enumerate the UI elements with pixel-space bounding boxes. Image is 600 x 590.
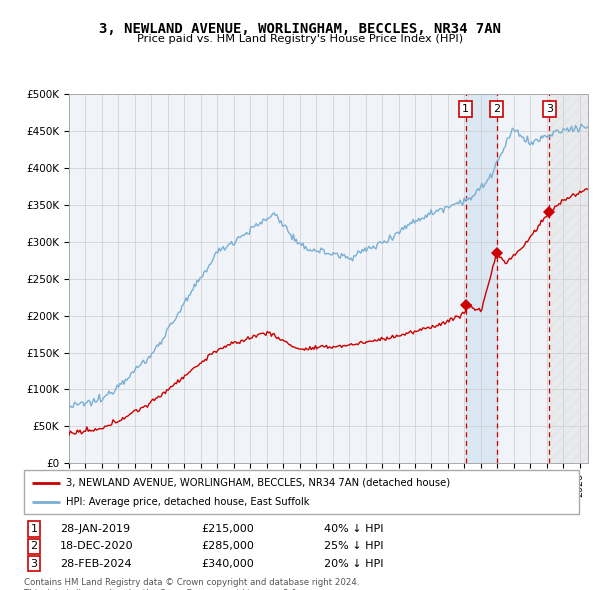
Text: 28-JAN-2019: 28-JAN-2019	[60, 524, 130, 534]
Text: £285,000: £285,000	[202, 542, 254, 551]
Text: 1: 1	[31, 524, 37, 534]
Text: 3, NEWLAND AVENUE, WORLINGHAM, BECCLES, NR34 7AN: 3, NEWLAND AVENUE, WORLINGHAM, BECCLES, …	[99, 22, 501, 36]
Text: 3: 3	[546, 104, 553, 114]
FancyBboxPatch shape	[24, 470, 579, 514]
Text: 3, NEWLAND AVENUE, WORLINGHAM, BECCLES, NR34 7AN (detached house): 3, NEWLAND AVENUE, WORLINGHAM, BECCLES, …	[65, 478, 450, 487]
Text: 18-DEC-2020: 18-DEC-2020	[60, 542, 134, 551]
Text: 2: 2	[493, 104, 500, 114]
Text: HPI: Average price, detached house, East Suffolk: HPI: Average price, detached house, East…	[65, 497, 309, 507]
Bar	[550, 94, 588, 463]
Text: £340,000: £340,000	[202, 559, 254, 569]
Text: £215,000: £215,000	[202, 524, 254, 534]
Text: 1: 1	[462, 104, 469, 114]
Bar	[466, 94, 497, 463]
Text: 2: 2	[31, 542, 38, 551]
Text: Price paid vs. HM Land Registry's House Price Index (HPI): Price paid vs. HM Land Registry's House …	[137, 34, 463, 44]
Text: 40% ↓ HPI: 40% ↓ HPI	[324, 524, 383, 534]
Text: 25% ↓ HPI: 25% ↓ HPI	[324, 542, 383, 551]
Text: 20% ↓ HPI: 20% ↓ HPI	[324, 559, 383, 569]
Text: Contains HM Land Registry data © Crown copyright and database right 2024.
This d: Contains HM Land Registry data © Crown c…	[24, 578, 359, 590]
Text: 28-FEB-2024: 28-FEB-2024	[60, 559, 132, 569]
Text: 3: 3	[31, 559, 37, 569]
